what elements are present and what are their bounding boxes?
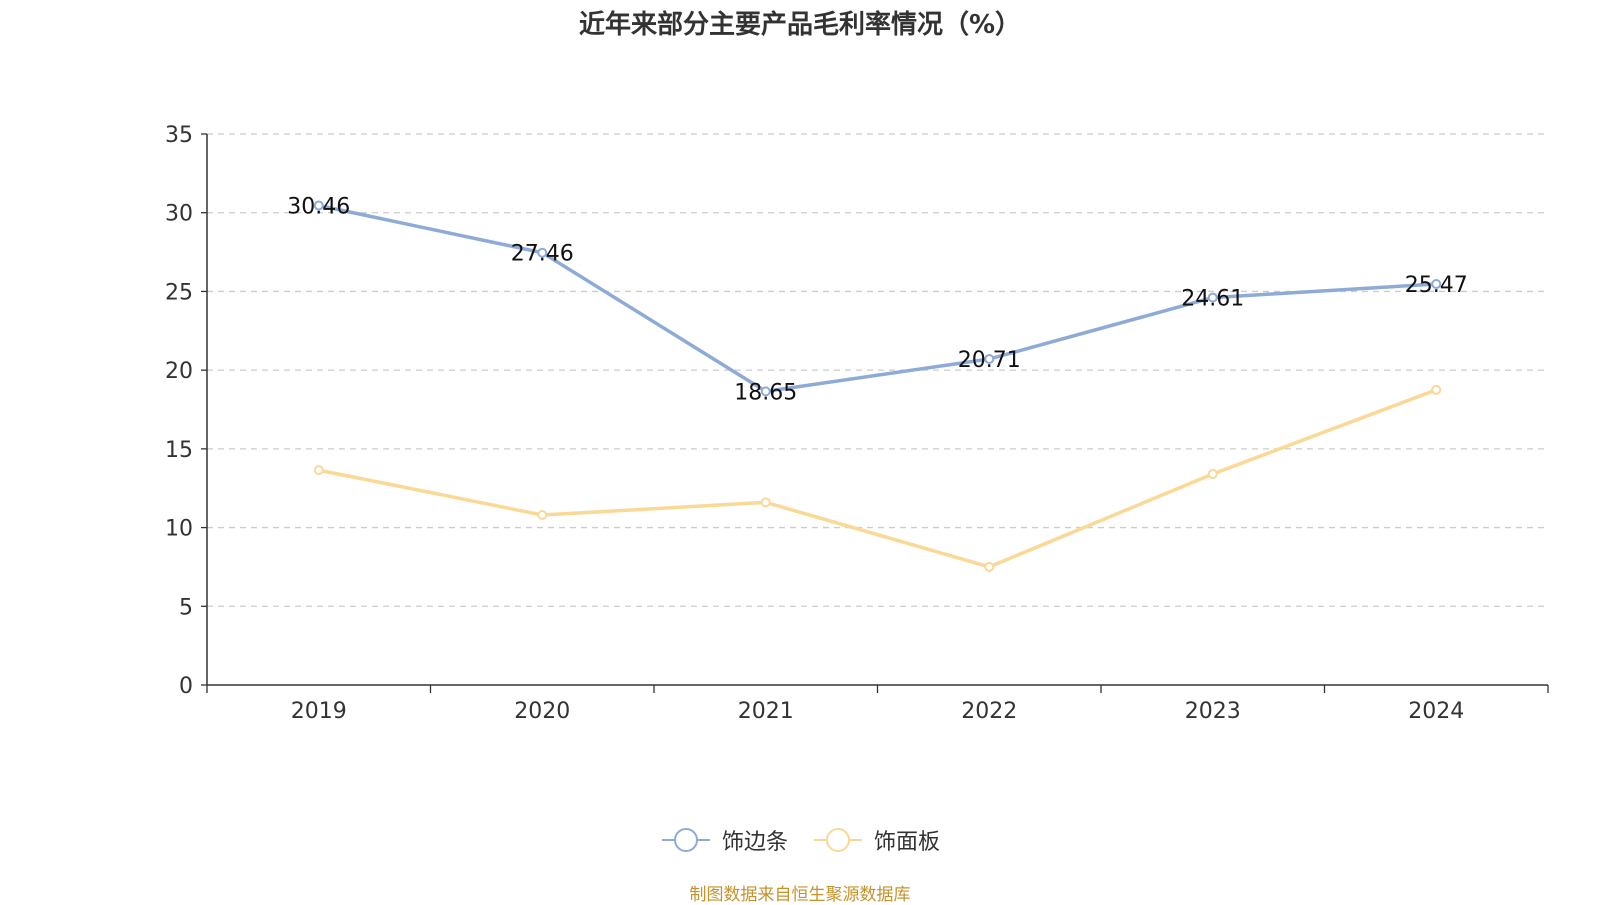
series-point-1 bbox=[984, 561, 995, 572]
series-lines bbox=[313, 200, 1442, 572]
legend-item-0[interactable]: 饰边条 bbox=[660, 824, 788, 856]
gridlines bbox=[207, 133, 1548, 607]
x-tick-label: 2023 bbox=[1185, 699, 1241, 724]
series-point-0 bbox=[1431, 279, 1442, 290]
x-tick-label: 2022 bbox=[961, 699, 1017, 724]
legend-swatch-icon bbox=[661, 828, 710, 852]
data-label: 27.46 bbox=[511, 242, 574, 267]
series-line-0 bbox=[317, 203, 1439, 394]
x-tick-label: 2019 bbox=[291, 699, 347, 724]
source-note: 制图数据来自恒生聚源数据库 bbox=[689, 885, 911, 905]
y-tick-label: 25 bbox=[165, 280, 193, 305]
series-point-0 bbox=[1207, 292, 1218, 303]
legend-label: 饰面板 bbox=[874, 830, 941, 855]
series-point-0 bbox=[313, 200, 324, 211]
y-tick-label: 35 bbox=[165, 123, 193, 148]
data-label: 24.61 bbox=[1181, 287, 1244, 312]
data-label: 30.46 bbox=[287, 194, 350, 219]
series-point-1 bbox=[1207, 469, 1218, 480]
series-line-1 bbox=[317, 388, 1439, 569]
data-label: 20.71 bbox=[958, 348, 1021, 373]
y-tick-label: 10 bbox=[165, 517, 193, 542]
y-tick-label: 0 bbox=[179, 674, 193, 699]
data-labels: 30.46 27.46 18.65 20.71 24.61 25.47 bbox=[287, 194, 1467, 405]
series-point-1 bbox=[760, 497, 771, 508]
x-tick-label: 2020 bbox=[514, 699, 570, 724]
legend-swatch-marker bbox=[826, 828, 850, 852]
legend: 饰边条 饰面板 bbox=[0, 824, 1600, 856]
legend-item-1[interactable]: 饰面板 bbox=[812, 824, 940, 856]
y-tick-label: 30 bbox=[165, 202, 193, 227]
data-label: 18.65 bbox=[734, 380, 797, 405]
series-point-0 bbox=[760, 386, 771, 397]
x-tick-label: 2021 bbox=[738, 699, 794, 724]
series-point-0 bbox=[537, 247, 548, 258]
chart-title: 近年来部分主要产品毛利率情况（%） bbox=[578, 10, 1022, 40]
legend-swatch-marker bbox=[673, 828, 698, 852]
y-tick-label: 20 bbox=[165, 359, 193, 384]
y-tick-label: 15 bbox=[165, 438, 193, 463]
series-point-1 bbox=[1431, 384, 1442, 395]
x-tick-label: 2024 bbox=[1408, 699, 1464, 724]
legend-label: 饰边条 bbox=[721, 830, 788, 855]
series-point-1 bbox=[537, 509, 548, 520]
data-label: 25.47 bbox=[1405, 273, 1468, 298]
series-point-1 bbox=[313, 465, 324, 476]
legend-swatch-icon bbox=[814, 828, 862, 852]
y-tick-label: 5 bbox=[179, 595, 193, 620]
series-point-0 bbox=[984, 353, 995, 364]
axes: 0 5 10 15 20 25 30 35 2019 2020 2021 2022 2023 2024 bbox=[165, 123, 1549, 724]
